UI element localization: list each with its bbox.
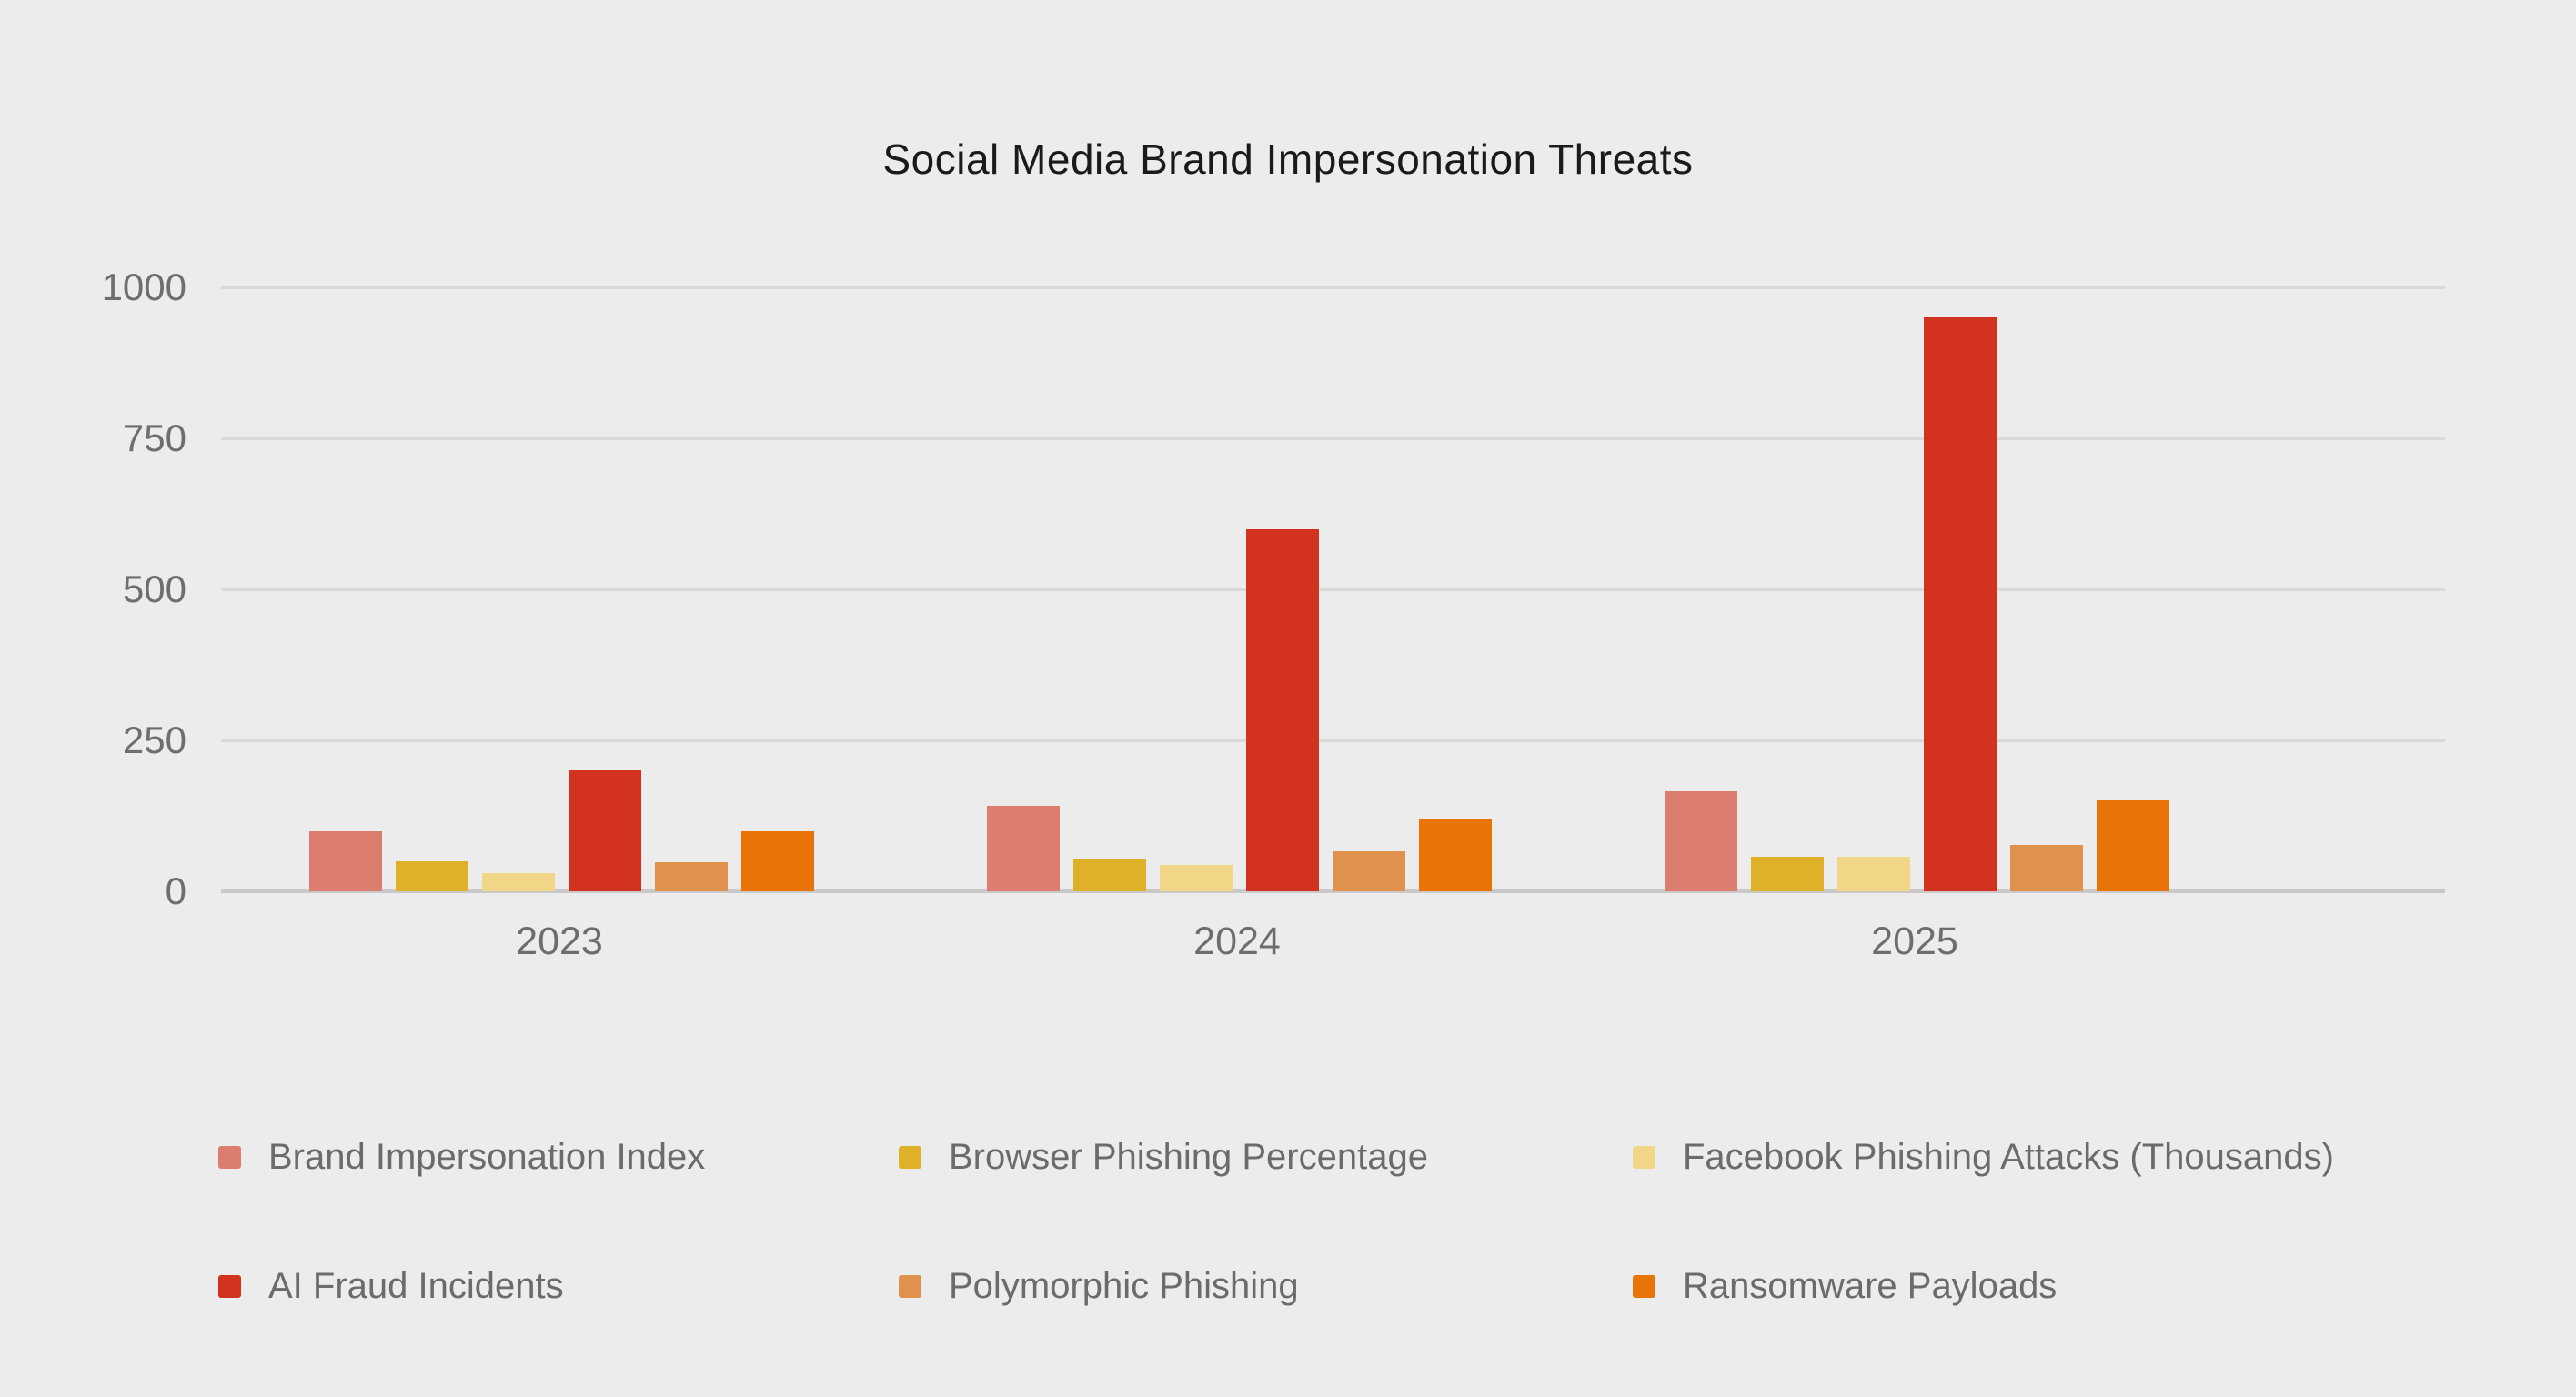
y-tick-label-750: 750 [122, 417, 186, 459]
y-tick-label-0: 0 [165, 869, 186, 912]
legend-label: Polymorphic Phishing [949, 1266, 1299, 1306]
bar-2025-ransomware-payloads [2097, 799, 2169, 891]
y-tick-label-250: 250 [122, 719, 186, 761]
legend-item-ransomware-payloads: Ransomware Payloads [1633, 1264, 2057, 1308]
bar-2023-browser-phishing-percentage [396, 860, 468, 891]
gridline-500 [221, 588, 2445, 591]
bar-2025-brand-impersonation-index [1665, 790, 1737, 891]
chart-title: Social Media Brand Impersonation Threats [882, 136, 1694, 183]
legend-item-browser-phishing-percentage: Browser Phishing Percentage [899, 1135, 1428, 1179]
bar-2025-facebook-phishing-attacks-thousands- [1837, 856, 1910, 891]
legend-item-ai-fraud-incidents: AI Fraud Incidents [218, 1264, 564, 1308]
legend-label: Ransomware Payloads [1683, 1266, 2058, 1306]
plot-area: 2023 2024 2025 [221, 286, 2445, 961]
y-axis: 0 250 500 750 1000 [0, 268, 186, 910]
legend-swatch-icon [218, 1145, 241, 1169]
bar-2024-ai-fraud-incidents [1246, 528, 1319, 891]
bar-2025-browser-phishing-percentage [1751, 856, 1824, 891]
legend-swatch-icon [1633, 1145, 1655, 1169]
legend-swatch-icon [899, 1274, 921, 1298]
gridline-0 [221, 889, 2445, 893]
legend-swatch-icon [1633, 1274, 1655, 1298]
legend-label: Brand Impersonation Index [268, 1137, 706, 1177]
y-tick-label-500: 500 [122, 568, 186, 610]
bar-2023-ai-fraud-incidents [569, 770, 641, 891]
x-tick-label-2025: 2025 [1871, 920, 1958, 963]
bar-2025-ai-fraud-incidents [1924, 317, 1997, 891]
x-tick-label-2023: 2023 [516, 920, 603, 963]
gridline-750 [221, 437, 2445, 440]
bar-2023-polymorphic-phishing [655, 862, 728, 891]
legend-item-facebook-phishing-attacks-thousands-: Facebook Phishing Attacks (Thousands) [1633, 1135, 2334, 1179]
bar-2023-brand-impersonation-index [309, 830, 382, 891]
bar-2023-facebook-phishing-attacks-thousands- [482, 873, 555, 891]
bar-2025-polymorphic-phishing [2010, 844, 2083, 891]
bar-2024-polymorphic-phishing [1333, 850, 1405, 891]
legend-label: Browser Phishing Percentage [949, 1137, 1428, 1177]
bar-2024-ransomware-payloads [1419, 818, 1492, 891]
x-tick-label-2024: 2024 [1193, 920, 1281, 963]
legend-swatch-icon [899, 1145, 921, 1169]
bar-group-2025 [1665, 317, 2169, 891]
bar-2024-facebook-phishing-attacks-thousands- [1160, 865, 1233, 891]
legend-swatch-icon [218, 1274, 241, 1298]
legend-label: AI Fraud Incidents [268, 1266, 564, 1306]
bar-group-2023 [309, 770, 814, 891]
bar-group-2024 [987, 528, 1492, 891]
legend-label: Facebook Phishing Attacks (Thousands) [1683, 1137, 2334, 1177]
bar-2024-brand-impersonation-index [987, 805, 1060, 891]
legend-item-polymorphic-phishing: Polymorphic Phishing [899, 1264, 1299, 1308]
legend-item-brand-impersonation-index: Brand Impersonation Index [218, 1135, 705, 1179]
bar-2023-ransomware-payloads [741, 830, 814, 891]
gridline-1000 [221, 286, 2445, 289]
gridline-250 [221, 739, 2445, 742]
bar-2024-browser-phishing-percentage [1073, 859, 1146, 891]
y-tick-label-1000: 1000 [101, 266, 186, 308]
